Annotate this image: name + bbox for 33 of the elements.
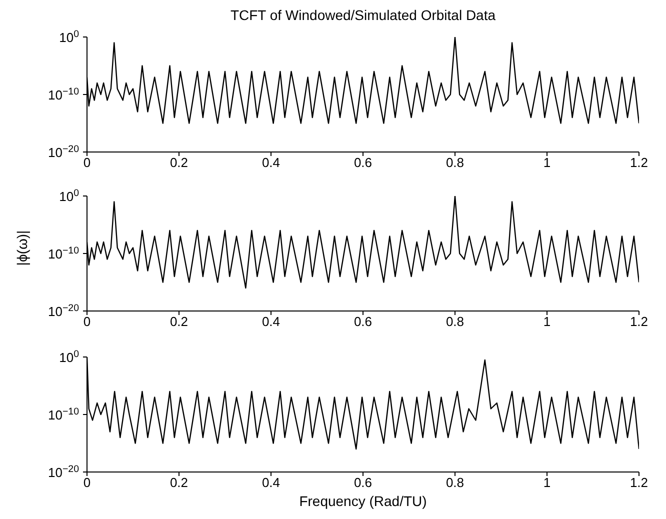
- y-tick-label: 10$^{0}$: [59, 28, 80, 45]
- x-tick-label: 0.8: [446, 314, 464, 330]
- x-tick-label: 0: [83, 314, 91, 330]
- y-tick-label: 10$^{−10}$: [48, 406, 80, 422]
- x-tick-label: 1: [543, 475, 551, 490]
- y-tick-label: 10$^{−10}$: [48, 245, 80, 262]
- y-tick-label: 10$^{−10}$: [48, 86, 80, 102]
- x-tick-label: 1.2: [630, 475, 648, 490]
- x-tick-label: 0.4: [262, 155, 280, 170]
- x-tick-label: 0: [83, 475, 91, 490]
- chart-title: TCFT of Windowed/Simulated Orbital Data: [229, 7, 497, 23]
- x-tick-label: 1.2: [630, 155, 648, 170]
- x-tick-label: 0.4: [262, 475, 280, 490]
- y-tick-label: 10$^{0}$: [59, 188, 80, 204]
- x-tick-label: 0.2: [170, 314, 188, 330]
- y-tick-label: 10$^{−20}$: [48, 144, 80, 160]
- y-tick-label: 10$^{−20}$: [48, 464, 80, 480]
- x-tick-label: 0.2: [170, 155, 188, 170]
- x-tick-label: 0.6: [354, 314, 372, 330]
- x-tick-label: 1.2: [630, 314, 648, 330]
- x-tick-label: 0.8: [446, 155, 464, 170]
- x-tick-label: 0.8: [446, 475, 464, 490]
- x-tick-label: 0.6: [354, 475, 372, 490]
- y-tick-label: 10$^{0}$: [59, 348, 80, 365]
- x-tick-label: 0: [83, 155, 91, 170]
- x-tick-label: 0.2: [170, 475, 188, 490]
- x-tick-label: 0.4: [262, 314, 280, 330]
- x-axis-title: Frequency (Rad/TU): [298, 493, 428, 509]
- y-axis-title: |ϕ(ω)|: [14, 230, 30, 266]
- y-tick-label: 10$^{−20}$: [48, 302, 80, 319]
- x-tick-label: 1: [543, 155, 551, 170]
- x-tick-label: 1: [543, 314, 551, 330]
- x-tick-label: 0.6: [354, 155, 372, 170]
